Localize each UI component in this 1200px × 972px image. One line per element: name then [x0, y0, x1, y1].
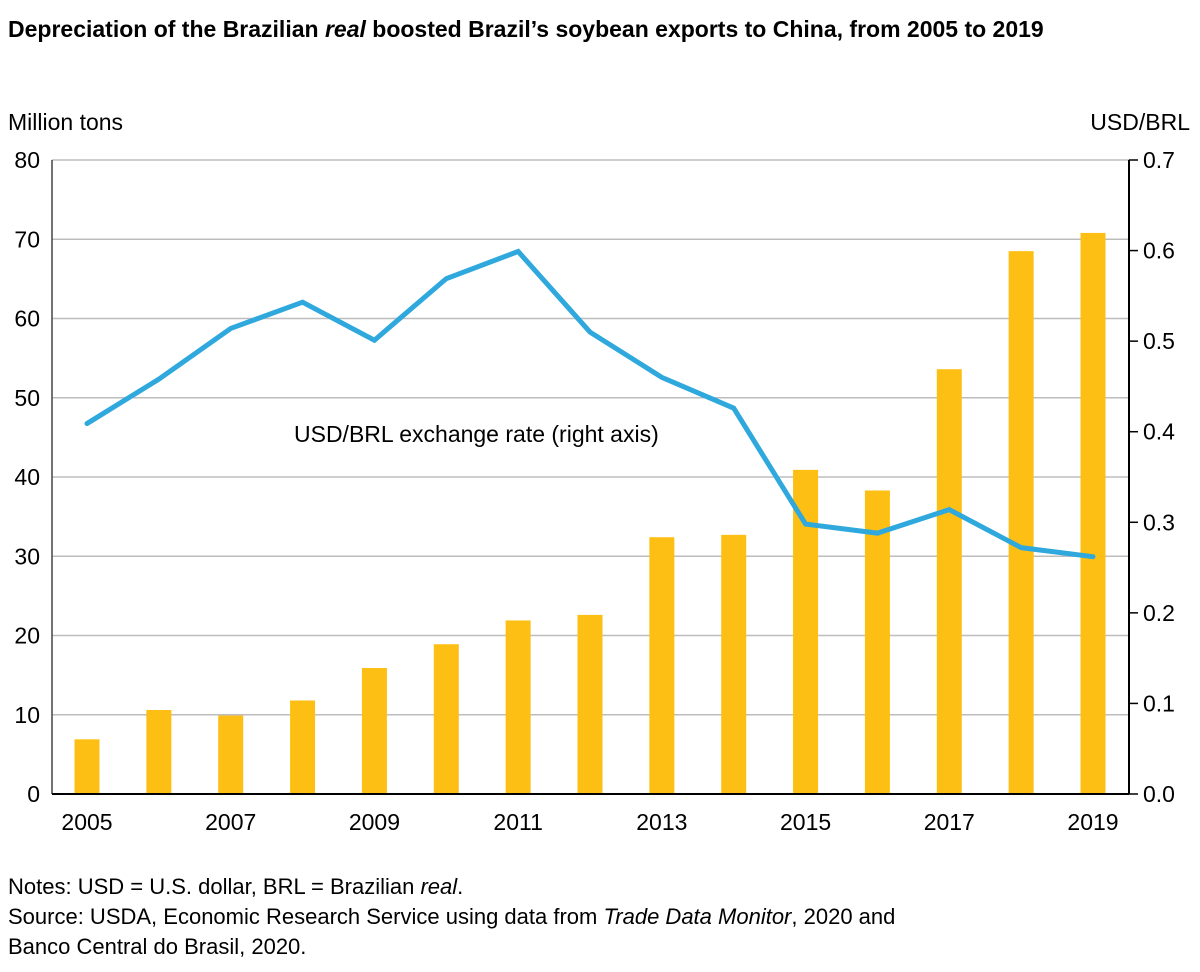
chart-title: Depreciation of the Brazilian real boost… [8, 16, 1044, 42]
bar-2015 [793, 469, 819, 794]
bar-2019 [1080, 232, 1106, 794]
x-tick-label: 2017 [924, 809, 975, 835]
bar-2010 [433, 644, 459, 794]
left-tick-label: 10 [14, 702, 40, 728]
bar-2011 [505, 620, 531, 794]
bar-2012 [577, 614, 603, 794]
source-line-2: Banco Central do Brasil, 2020. [8, 934, 307, 959]
chart: Million tons USD/BRL 0 10 20 30 40 50 60 70 80 0.… [8, 109, 1190, 835]
right-tick-label: 0.0 [1143, 781, 1175, 807]
x-tick-label: 2007 [205, 809, 256, 835]
notes-line: Notes: USD = U.S. dollar, BRL = Brazilia… [8, 874, 464, 899]
bar-2009 [361, 667, 387, 794]
right-tick-label: 0.1 [1143, 690, 1175, 716]
right-tick-label: 0.7 [1143, 147, 1175, 173]
left-tick-label: 0 [27, 781, 40, 807]
left-tick-label: 80 [14, 147, 40, 173]
right-tick-label: 0.3 [1143, 509, 1175, 535]
left-tick-label: 40 [14, 464, 40, 490]
source-line: Source: USDA, Economic Research Service … [8, 904, 896, 929]
left-tick-label: 30 [14, 543, 40, 569]
right-tick-label: 0.4 [1143, 419, 1175, 445]
right-tick-label: 0.6 [1143, 238, 1175, 264]
bar-2007 [218, 715, 244, 794]
bar-2008 [290, 700, 316, 794]
left-tick-label: 50 [14, 385, 40, 411]
left-tick-label: 20 [14, 623, 40, 649]
x-tick-label: 2009 [349, 809, 400, 835]
bar-2005 [74, 739, 100, 794]
x-tick-label: 2011 [493, 809, 542, 835]
bar-2014 [721, 534, 747, 794]
bar-2016 [864, 490, 890, 794]
right-axis-label: USD/BRL [1090, 109, 1190, 135]
bar-2013 [649, 537, 675, 794]
bar-2017 [936, 369, 962, 794]
x-tick-label: 2019 [1067, 809, 1118, 835]
right-tick-label: 0.5 [1143, 328, 1175, 354]
notes: Notes: USD = U.S. dollar, BRL = Brazilia… [8, 872, 895, 962]
line-series-label: USD/BRL exchange rate (right axis) [294, 421, 659, 447]
left-axis-label: Million tons [8, 109, 123, 135]
left-tick-label: 60 [14, 306, 40, 332]
right-tick-label: 0.2 [1143, 600, 1175, 626]
bar-2006 [146, 709, 172, 794]
left-tick-label: 70 [14, 226, 40, 252]
x-tick-label: 2013 [636, 809, 687, 835]
x-tick-label: 2005 [61, 809, 112, 835]
bar-2018 [1008, 251, 1034, 794]
x-tick-label: 2015 [780, 809, 831, 835]
